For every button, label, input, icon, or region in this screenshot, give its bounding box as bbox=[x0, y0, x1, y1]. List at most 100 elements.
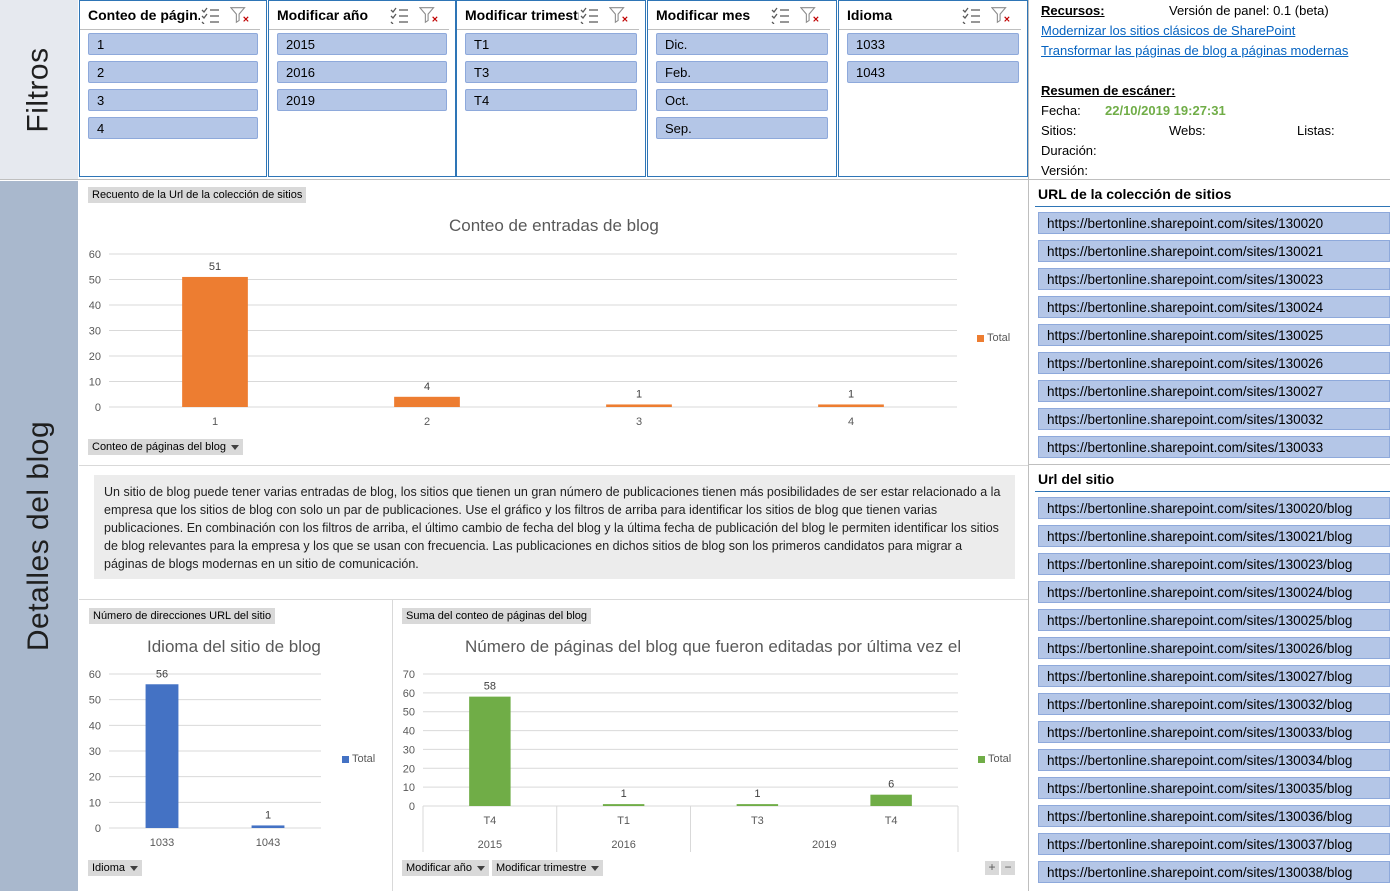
lists-label: Listas: bbox=[1297, 123, 1335, 138]
url-list-item[interactable]: https://bertonline.sharepoint.com/sites/… bbox=[1038, 805, 1390, 827]
clear-filter-icon[interactable] bbox=[800, 6, 820, 24]
slicer-item[interactable]: 4 bbox=[88, 117, 258, 139]
expand-field-button[interactable]: + bbox=[985, 861, 999, 875]
x-tick-label: 4 bbox=[848, 416, 854, 428]
data-label: 51 bbox=[209, 261, 221, 273]
chart2-field-tag[interactable]: Número de direcciones URL del sitio bbox=[89, 608, 276, 624]
slicer-item[interactable]: 1 bbox=[88, 33, 258, 55]
url-list-item[interactable]: https://bertonline.sharepoint.com/sites/… bbox=[1038, 637, 1390, 659]
x-tick-label: 2 bbox=[424, 416, 430, 428]
slicer-title: Conteo de págin... bbox=[88, 7, 200, 23]
url-list-item[interactable]: https://bertonline.sharepoint.com/sites/… bbox=[1038, 693, 1390, 715]
url-list-item[interactable]: https://bertonline.sharepoint.com/sites/… bbox=[1038, 352, 1390, 374]
slicer-item[interactable]: Oct. bbox=[656, 89, 828, 111]
chart1-title: Conteo de entradas de blog bbox=[449, 216, 659, 235]
dropdown-arrow-icon bbox=[591, 865, 600, 871]
slicer-item[interactable]: Sep. bbox=[656, 117, 828, 139]
slicer-header: Modificar mes bbox=[648, 1, 830, 30]
chart1-field-tag[interactable]: Recuento de la Url de la colección de si… bbox=[88, 187, 307, 203]
divider bbox=[392, 599, 393, 891]
url-list-item[interactable]: https://bertonline.sharepoint.com/sites/… bbox=[1038, 553, 1390, 575]
slicer-item[interactable]: 2016 bbox=[277, 61, 447, 83]
slicer-item[interactable]: T1 bbox=[465, 33, 637, 55]
multi-select-icon[interactable] bbox=[961, 6, 981, 24]
url-list-item[interactable]: https://bertonline.sharepoint.com/sites/… bbox=[1038, 380, 1390, 402]
url-list-item[interactable]: https://bertonline.sharepoint.com/sites/… bbox=[1038, 324, 1390, 346]
clear-filter-icon[interactable] bbox=[419, 6, 439, 24]
details-section-label: Detalles del blog bbox=[0, 181, 78, 891]
slicer-item[interactable]: Dic. bbox=[656, 33, 828, 55]
multi-select-icon[interactable] bbox=[200, 6, 220, 24]
info-panel: Recursos: Versión de panel: 0.1 (beta) M… bbox=[1033, 0, 1390, 179]
chart1-axis-filter-dropdown[interactable]: Conteo de páginas del blog bbox=[88, 439, 243, 455]
slicer-item[interactable]: 2015 bbox=[277, 33, 447, 55]
multi-select-icon[interactable] bbox=[770, 6, 790, 24]
modernize-sites-link[interactable]: Modernizar los sitios clásicos de ShareP… bbox=[1041, 23, 1296, 38]
bar bbox=[736, 804, 779, 806]
slicer-item[interactable]: 1033 bbox=[847, 33, 1019, 55]
url-list-item[interactable]: https://bertonline.sharepoint.com/sites/… bbox=[1038, 749, 1390, 771]
bar bbox=[870, 794, 912, 806]
slicer-item[interactable]: T4 bbox=[465, 89, 637, 111]
clear-filter-icon[interactable] bbox=[230, 6, 250, 24]
url-list-item[interactable]: https://bertonline.sharepoint.com/sites/… bbox=[1038, 861, 1390, 883]
y-tick-label: 50 bbox=[89, 275, 101, 287]
url-list-item[interactable]: https://bertonline.sharepoint.com/sites/… bbox=[1038, 497, 1390, 519]
transform-blog-link[interactable]: Transformar las páginas de blog a página… bbox=[1041, 43, 1349, 58]
description-text: Un sitio de blog puede tener varias entr… bbox=[94, 475, 1015, 579]
x-tick-label: 1043 bbox=[256, 837, 280, 849]
collapse-field-button[interactable]: − bbox=[1001, 861, 1015, 875]
chart2-title: Idioma del sitio de blog bbox=[147, 637, 321, 656]
slicer-item[interactable]: 1043 bbox=[847, 61, 1019, 83]
filters-label-text: Filtros bbox=[22, 46, 56, 133]
sites-label: Sitios: bbox=[1041, 123, 1077, 138]
multi-select-icon[interactable] bbox=[579, 6, 599, 24]
chart3-quarter-filter-dropdown[interactable]: Modificar trimestre bbox=[492, 860, 604, 876]
clear-filter-icon[interactable] bbox=[609, 6, 629, 24]
details-label-text: Detalles del blog bbox=[22, 420, 55, 652]
slicer-item[interactable]: 3 bbox=[88, 89, 258, 111]
slicer-item[interactable]: T3 bbox=[465, 61, 637, 83]
date-value: 22/10/2019 19:27:31 bbox=[1105, 103, 1226, 118]
webs-label: Webs: bbox=[1169, 123, 1206, 138]
data-label: 1 bbox=[621, 788, 627, 800]
url-list-item[interactable]: https://bertonline.sharepoint.com/sites/… bbox=[1038, 408, 1390, 430]
chart3-year-filter-dropdown[interactable]: Modificar año bbox=[402, 860, 490, 876]
dropdown-arrow-icon bbox=[130, 865, 139, 871]
dropdown-label: Modificar trimestre bbox=[496, 862, 587, 874]
url-list-item[interactable]: https://bertonline.sharepoint.com/sites/… bbox=[1038, 609, 1390, 631]
url-list-item[interactable]: https://bertonline.sharepoint.com/sites/… bbox=[1038, 296, 1390, 318]
divider bbox=[1035, 206, 1390, 207]
url-list-item[interactable]: https://bertonline.sharepoint.com/sites/… bbox=[1038, 721, 1390, 743]
x-tick-label: T4 bbox=[483, 815, 496, 827]
divider bbox=[1029, 464, 1390, 465]
multi-select-icon[interactable] bbox=[389, 6, 409, 24]
slicer-title: Modificar año bbox=[277, 7, 369, 23]
slicer-item[interactable]: 2019 bbox=[277, 89, 447, 111]
y-tick-label: 10 bbox=[89, 797, 101, 809]
url-list-item[interactable]: https://bertonline.sharepoint.com/sites/… bbox=[1038, 665, 1390, 687]
dropdown-label: Idioma bbox=[92, 862, 126, 874]
data-label: 56 bbox=[156, 668, 168, 680]
slicer-item[interactable]: Feb. bbox=[656, 61, 828, 83]
url-list-item[interactable]: https://bertonline.sharepoint.com/sites/… bbox=[1038, 525, 1390, 547]
slicer-item[interactable]: 2 bbox=[88, 61, 258, 83]
group-label: 2019 bbox=[812, 839, 836, 851]
chart3-field-tag[interactable]: Suma del conteo de páginas del blog bbox=[402, 608, 592, 624]
y-tick-label: 40 bbox=[403, 726, 415, 738]
url-list-item[interactable]: https://bertonline.sharepoint.com/sites/… bbox=[1038, 268, 1390, 290]
chart3-plot: 0 10 20 30 40 50 60 70 58 T4 1 T1 1 T3 6 T4 2015 2016 2019 bbox=[403, 669, 959, 852]
chart1-plot: 0 10 20 30 40 50 60 51 1 4 2 1 3 1 4 bbox=[89, 249, 957, 428]
url-list-item[interactable]: https://bertonline.sharepoint.com/sites/… bbox=[1038, 212, 1390, 234]
x-tick-label: T4 bbox=[885, 815, 898, 827]
slicer: Modificar mes Dic. Feb. Oct. Sep. bbox=[647, 0, 837, 177]
clear-filter-icon[interactable] bbox=[991, 6, 1011, 24]
legend-swatch bbox=[342, 755, 349, 763]
url-list-item[interactable]: https://bertonline.sharepoint.com/sites/… bbox=[1038, 436, 1390, 458]
url-list-item[interactable]: https://bertonline.sharepoint.com/sites/… bbox=[1038, 777, 1390, 799]
url-list-item[interactable]: https://bertonline.sharepoint.com/sites/… bbox=[1038, 240, 1390, 262]
chart2-axis-filter-dropdown[interactable]: Idioma bbox=[88, 860, 143, 876]
url-list-item[interactable]: https://bertonline.sharepoint.com/sites/… bbox=[1038, 581, 1390, 603]
url-list-item[interactable]: https://bertonline.sharepoint.com/sites/… bbox=[1038, 833, 1390, 855]
scanner-label: Resumen de escáner: bbox=[1041, 83, 1176, 98]
